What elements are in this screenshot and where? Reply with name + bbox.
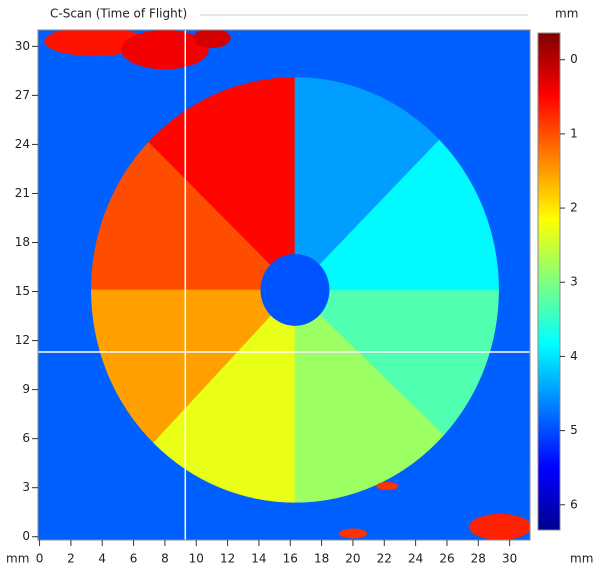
- y-tick-label: 12: [15, 333, 30, 347]
- y-tick-label: 27: [15, 88, 30, 102]
- x-tick-label: 14: [251, 552, 266, 566]
- y-tick-label: 9: [22, 382, 30, 396]
- sector: [294, 289, 499, 436]
- y-tick-label: 21: [15, 186, 30, 200]
- y-tick-label: 24: [15, 137, 30, 151]
- spot: [193, 30, 231, 48]
- spot: [338, 528, 368, 539]
- x-tick-label: 4: [98, 552, 106, 566]
- x-tick-label: 28: [471, 552, 486, 566]
- colorbar-tick-label: 3: [570, 275, 578, 289]
- sector: [91, 141, 296, 291]
- y-tick-label: 6: [22, 431, 30, 445]
- plot-area: [38, 30, 530, 540]
- x-tick-label: 12: [220, 552, 235, 566]
- x-tick-label: 2: [67, 552, 75, 566]
- y-tick-label: 30: [15, 39, 30, 53]
- x-tick-label: 26: [439, 552, 454, 566]
- x-tick-label: 22: [377, 552, 392, 566]
- spot: [44, 30, 145, 57]
- x-tick-label: 8: [161, 552, 169, 566]
- x-axis-unit: mm: [570, 552, 593, 566]
- sector: [294, 139, 499, 291]
- x-tick-label: 16: [283, 552, 298, 566]
- colorbar: [537, 32, 561, 531]
- y-tick-label: 15: [15, 284, 30, 298]
- spot: [121, 30, 209, 70]
- x-tick-label: 10: [189, 552, 204, 566]
- x-tick-label: 18: [314, 552, 329, 566]
- colorbar-tick-label: 2: [570, 201, 578, 215]
- y-tick-label: 0: [22, 529, 30, 543]
- x-tick-label: 30: [502, 552, 517, 566]
- x-tick-label: 0: [36, 552, 44, 566]
- chart-title: C-Scan (Time of Flight): [50, 7, 187, 21]
- sector: [153, 289, 296, 503]
- x-tick-label: 20: [345, 552, 360, 566]
- sector: [91, 289, 296, 444]
- plot-frame: [37, 29, 531, 541]
- y-tick-label: 18: [15, 235, 30, 249]
- colorbar-unit: mm: [555, 7, 578, 21]
- colorbar-tick-label: 4: [570, 349, 578, 363]
- colorbar-tick-label: 5: [570, 423, 578, 437]
- sector: [294, 289, 445, 503]
- spot: [376, 481, 399, 491]
- y-tick-label: 3: [22, 480, 30, 494]
- center-hole: [260, 253, 330, 326]
- colorbar-tick-label: 0: [570, 52, 578, 66]
- sector: [294, 77, 440, 291]
- x-tick-label: 24: [408, 552, 423, 566]
- x-tick-label: 6: [130, 552, 138, 566]
- spot: [468, 513, 530, 540]
- colorbar-tick-label: 6: [570, 497, 578, 511]
- y-axis-unit: mm: [6, 552, 29, 566]
- colorbar-tick-label: 1: [570, 126, 578, 140]
